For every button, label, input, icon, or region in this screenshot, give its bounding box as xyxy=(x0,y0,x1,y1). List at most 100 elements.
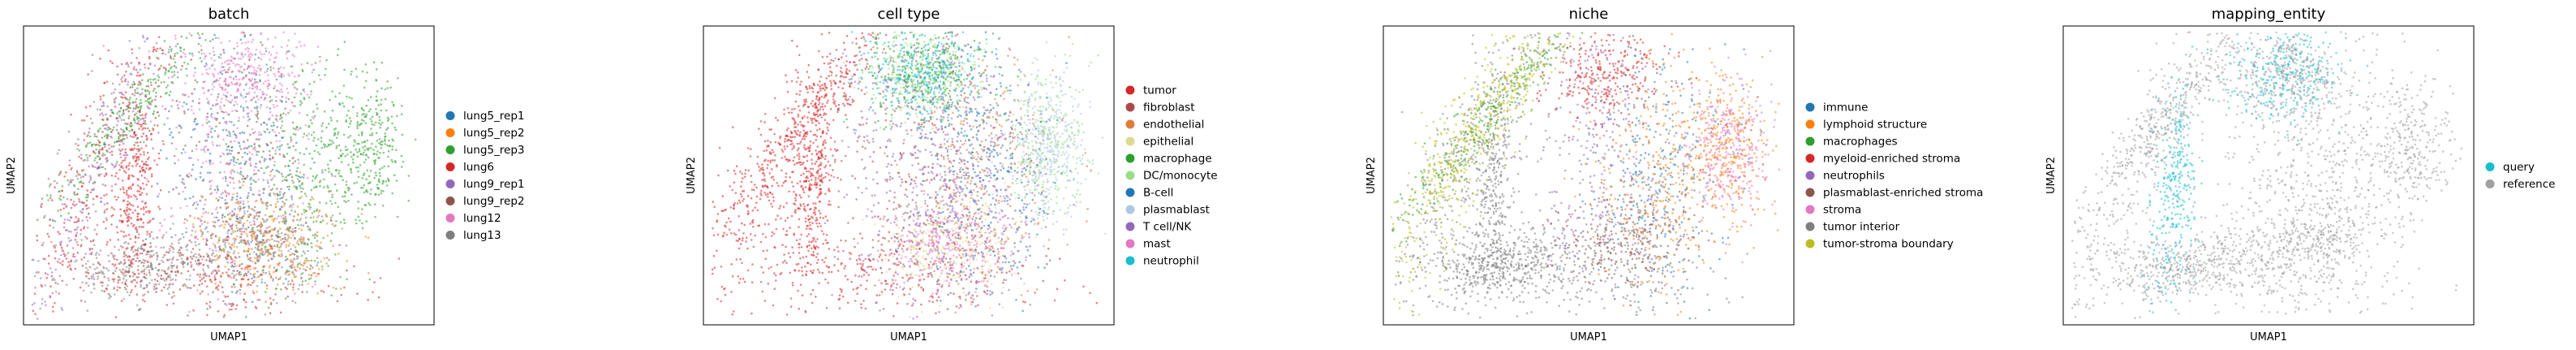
legend-marker xyxy=(445,214,455,223)
umap-panel-3: niche UMAP1 UMAP2 immune lymphoid structure m… xyxy=(1365,6,1983,344)
legend-label: tumor-stroma boundary xyxy=(1823,238,1954,251)
axes-frame xyxy=(23,25,435,326)
legend-label: stroma xyxy=(1823,204,1861,217)
legend: tumor fibroblast endothelial epithelial macr… xyxy=(1125,84,1218,268)
series-points-neutrophil xyxy=(834,31,1011,137)
legend-marker xyxy=(1805,188,1815,197)
legend-marker xyxy=(1805,102,1815,112)
legend-marker xyxy=(1125,188,1135,197)
scatter-points xyxy=(31,31,417,320)
legend-item: stroma xyxy=(1805,204,1861,217)
legend-item: macrophages xyxy=(1805,136,1898,149)
legend-marker xyxy=(445,197,455,205)
umap-panel-1: batchUMAP1UMAP2lung5_rep1lung5_rep2lung5… xyxy=(6,6,525,344)
legend-item: lung5_rep3 xyxy=(445,144,525,157)
legend-label: reference xyxy=(2503,178,2555,191)
legend: immune lymphoid structure macrophages myelo… xyxy=(1805,102,1983,251)
legend-marker xyxy=(1125,171,1135,180)
x-axis-label: UMAP1 xyxy=(2250,331,2287,344)
series-points-tumor xyxy=(711,32,1099,318)
legend: lung5_rep1 lung5_rep2 lung5_rep3 lung6 lung9… xyxy=(445,110,525,242)
series-points-lung5-rep3 xyxy=(36,32,417,309)
legend-marker xyxy=(445,128,455,137)
legend-label: lung6 xyxy=(463,161,494,174)
legend-label: myeloid-enriched stroma xyxy=(1823,153,1960,166)
series-points-myeloid-enriched-stroma xyxy=(1503,32,1693,141)
legend-label: lymphoid structure xyxy=(1823,119,1927,132)
series-points-lung6 xyxy=(32,36,401,318)
legend-label: tumor interior xyxy=(1823,221,1900,234)
legend-item: macrophage xyxy=(1125,153,1212,166)
legend-label: lung5_rep3 xyxy=(463,144,525,157)
legend-marker xyxy=(1125,222,1135,231)
legend-item: lung5_rep2 xyxy=(445,127,525,140)
legend-marker xyxy=(2485,162,2495,171)
y-axis-label: UMAP2 xyxy=(1365,157,1378,194)
legend-label: lung13 xyxy=(463,229,501,242)
legend-marker xyxy=(1805,153,1815,163)
legend-label: lung9_rep1 xyxy=(463,178,525,191)
series-points-t-cell-nk xyxy=(798,34,1075,320)
legend-marker xyxy=(1125,85,1135,95)
legend-marker xyxy=(1125,205,1135,214)
legend-marker xyxy=(1125,136,1135,146)
series-points-plasmablast xyxy=(991,54,1107,285)
legend-item: reference xyxy=(2485,178,2555,191)
legend-label: T cell/NK xyxy=(1142,221,1192,234)
legend-item: DC/monocyte xyxy=(1125,170,1218,183)
legend-item: lung9_rep1 xyxy=(445,178,525,191)
legend-marker xyxy=(1805,222,1815,231)
legend-item: endothelial xyxy=(1125,119,1204,132)
scatter-points xyxy=(711,31,1107,320)
legend: query reference xyxy=(2485,161,2555,191)
legend-label: endothelial xyxy=(1143,119,1204,132)
series-points-tumor-interior xyxy=(1394,32,1748,320)
x-axis-label: UMAP1 xyxy=(210,331,247,344)
legend-marker xyxy=(1805,205,1815,214)
axes-frame xyxy=(703,25,1115,326)
legend-label: lung5_rep2 xyxy=(463,127,525,140)
x-axis-label: UMAP1 xyxy=(1570,331,1607,344)
legend-item: tumor xyxy=(1125,84,1176,97)
legend-marker xyxy=(1125,102,1135,112)
umap-panel-2: cell type UMAP1 UMAP2 tumor fibroblast endoth… xyxy=(686,6,1218,344)
legend-item: lymphoid structure xyxy=(1805,119,1927,132)
legend-label: tumor xyxy=(1143,84,1176,97)
legend-item: neutrophil xyxy=(1125,255,1199,268)
legend-item: lung13 xyxy=(445,229,501,242)
axes-frame xyxy=(2062,25,2475,326)
legend-item: B-cell xyxy=(1125,187,1173,200)
series-points-plasmablast-enriched-stroma xyxy=(1508,166,1710,305)
series-points-reference xyxy=(2071,31,2462,320)
scatter-points xyxy=(1390,32,1781,320)
scatter-points xyxy=(2071,31,2462,320)
legend-marker xyxy=(1805,119,1815,129)
legend-label: macrophages xyxy=(1823,136,1898,149)
legend-label: neutrophil xyxy=(1143,255,1199,268)
legend-label: lung5_rep1 xyxy=(463,110,525,123)
legend-marker xyxy=(1125,119,1135,129)
legend-marker xyxy=(1805,136,1815,146)
series-points-lung9-rep2 xyxy=(125,32,305,318)
chart-title: mapping_entity xyxy=(2212,6,2326,23)
legend-label: lung12 xyxy=(463,212,501,225)
legend-marker xyxy=(445,231,455,240)
legend-marker xyxy=(1805,239,1815,248)
legend-label: mast xyxy=(1143,238,1171,251)
legend-item: fibroblast xyxy=(1125,102,1195,115)
y-axis-label: UMAP2 xyxy=(686,157,698,194)
legend-marker xyxy=(1125,153,1135,163)
umap-panel-4: mapping_entity UMAP1 UMAP2 query reference xyxy=(2045,6,2555,344)
legend-item: T cell/NK xyxy=(1125,221,1192,234)
legend-item: plasmablast-enriched stroma xyxy=(1805,187,1983,200)
legend-label: lung9_rep2 xyxy=(463,195,525,208)
legend-marker xyxy=(1125,239,1135,248)
series-points-lung13 xyxy=(31,169,348,316)
chart-title: niche xyxy=(1569,6,1609,23)
x-axis-label: UMAP1 xyxy=(890,331,927,344)
legend-label: fibroblast xyxy=(1143,102,1195,115)
legend-label: macrophage xyxy=(1143,153,1212,166)
series-points-immune xyxy=(1559,35,1763,320)
legend-label: plasmablast xyxy=(1143,204,1210,217)
